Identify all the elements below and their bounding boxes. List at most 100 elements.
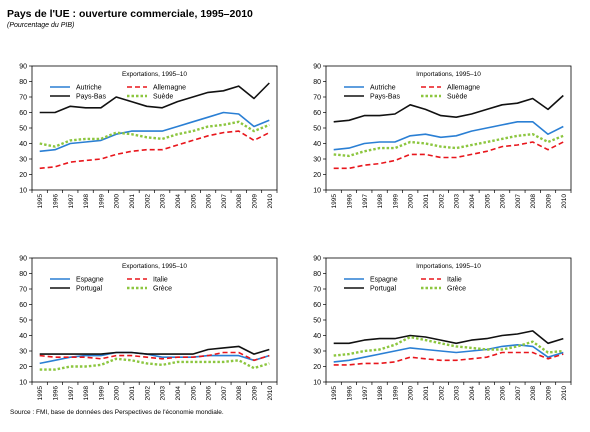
- x-tick-label-1995: 1995: [331, 194, 338, 209]
- x-tick-label-1996: 1996: [346, 386, 353, 401]
- series-line-suède: [39, 120, 270, 148]
- x-tick-label-1997: 1997: [362, 386, 369, 401]
- y-tick-label-60: 60: [19, 110, 27, 117]
- y-tick-label-60: 60: [313, 110, 321, 117]
- x-tick-label-2001: 2001: [129, 386, 136, 401]
- chart-title: Importations, 1995–10: [416, 71, 481, 78]
- legend-label-allemagne: Allemagne: [447, 85, 480, 92]
- x-tick-label-2004: 2004: [175, 386, 182, 401]
- series-line-grèce: [39, 357, 270, 371]
- x-tick-label-2010: 2010: [267, 194, 274, 209]
- x-tick-label-2008: 2008: [236, 386, 243, 401]
- x-tick-label-2007: 2007: [221, 194, 228, 209]
- chart-panel-imports-top: Importations, 1995–10 10 20 30 40 50 60 70 80 90 1…: [294, 40, 590, 240]
- x-tick-label-2009: 2009: [252, 194, 259, 209]
- legend-label-italie: Italie: [447, 277, 462, 284]
- x-tick-label-1999: 1999: [392, 194, 399, 209]
- y-tick-label-40: 40: [313, 333, 321, 340]
- x-tick-label-2009: 2009: [546, 386, 553, 401]
- x-tick-label-2003: 2003: [454, 194, 461, 209]
- figure-title: Pays de l'UE : ouverture commerciale, 19…: [7, 8, 253, 20]
- series-line-espagne: [333, 344, 564, 363]
- figure-subtitle: (Pourcentage du PIB): [7, 22, 75, 29]
- legend-label-pays-bas: Pays-Bas: [76, 94, 106, 101]
- x-tick-label-1996: 1996: [52, 194, 59, 209]
- x-tick-label-2001: 2001: [423, 386, 430, 401]
- x-tick-label-2006: 2006: [206, 194, 213, 209]
- y-tick-label-50: 50: [313, 126, 321, 133]
- legend-label-pays-bas: Pays-Bas: [370, 94, 400, 101]
- x-tick-label-2003: 2003: [160, 194, 167, 209]
- y-tick-label-80: 80: [313, 271, 321, 278]
- series-line-autriche: [333, 121, 564, 151]
- x-tick-label-2005: 2005: [484, 386, 491, 401]
- y-tick-label-70: 70: [19, 95, 27, 102]
- legend-label-portugal: Portugal: [370, 286, 397, 293]
- legend-label-grèce: Grèce: [153, 286, 172, 293]
- series-line-pays-bas: [333, 94, 564, 123]
- y-tick-label-70: 70: [19, 287, 27, 294]
- series-line-autriche: [39, 111, 270, 153]
- series-line-portugal: [39, 345, 270, 355]
- figure-source: Source : FMI, base de données des Perspe…: [10, 409, 224, 416]
- x-tick-label-2001: 2001: [129, 194, 136, 209]
- series-line-portugal: [333, 330, 564, 345]
- x-tick-label-2005: 2005: [190, 386, 197, 401]
- x-tick-label-2003: 2003: [454, 386, 461, 401]
- y-tick-label-80: 80: [313, 79, 321, 86]
- chart-title: Exportations, 1995–10: [122, 71, 187, 78]
- x-tick-label-2004: 2004: [469, 386, 476, 401]
- x-tick-label-1997: 1997: [362, 194, 369, 209]
- x-tick-label-2006: 2006: [500, 194, 507, 209]
- x-tick-label-1998: 1998: [377, 194, 384, 209]
- legend-label-autriche: Autriche: [370, 85, 396, 92]
- line-chart-exports-top: Exportations, 1995–10 10 20 30 40 50 60 70 80 90 1…: [19, 64, 278, 209]
- chart-title: Exportations, 1995–10: [122, 263, 187, 270]
- x-tick-label-2009: 2009: [252, 386, 259, 401]
- chart-panel-imports-bottom: Importations, 1995–10 10 20 30 40 50 60 70 80 90 1…: [294, 232, 590, 432]
- x-tick-label-1996: 1996: [52, 386, 59, 401]
- x-tick-label-2000: 2000: [114, 194, 121, 209]
- y-tick-label-30: 30: [313, 349, 321, 356]
- plot-area: [325, 65, 572, 191]
- line-chart-imports-top: Importations, 1995–10 10 20 30 40 50 60 70 80 90 1…: [313, 64, 572, 209]
- legend-label-suède: Suède: [153, 94, 173, 101]
- series-line-allemagne: [333, 141, 564, 170]
- y-tick-label-80: 80: [19, 271, 27, 278]
- y-tick-label-20: 20: [313, 172, 321, 179]
- x-tick-label-2007: 2007: [515, 386, 522, 401]
- x-tick-label-1998: 1998: [377, 386, 384, 401]
- x-tick-label-2002: 2002: [144, 194, 151, 209]
- x-tick-label-2007: 2007: [221, 386, 228, 401]
- legend-label-espagne: Espagne: [370, 277, 398, 284]
- y-tick-label-30: 30: [19, 157, 27, 164]
- y-tick-label-50: 50: [313, 318, 321, 325]
- x-tick-label-2000: 2000: [408, 386, 415, 401]
- y-tick-label-10: 10: [19, 380, 27, 387]
- y-tick-label-20: 20: [19, 172, 27, 179]
- y-tick-label-30: 30: [19, 349, 27, 356]
- series-line-allemagne: [39, 130, 270, 170]
- x-tick-label-2002: 2002: [144, 386, 151, 401]
- y-tick-label-10: 10: [313, 188, 321, 195]
- x-tick-label-2009: 2009: [546, 194, 553, 209]
- y-tick-label-90: 90: [313, 256, 321, 263]
- legend-label-espagne: Espagne: [76, 277, 104, 284]
- legend-label-portugal: Portugal: [76, 286, 103, 293]
- x-tick-label-2002: 2002: [438, 386, 445, 401]
- x-tick-label-1999: 1999: [98, 194, 105, 209]
- x-tick-label-2008: 2008: [236, 194, 243, 209]
- y-tick-label-50: 50: [19, 126, 27, 133]
- chart-panel-exports-top: Exportations, 1995–10 10 20 30 40 50 60 70 80 90 1…: [0, 40, 296, 240]
- y-tick-label-90: 90: [19, 256, 27, 263]
- y-tick-label-60: 60: [19, 302, 27, 309]
- x-tick-label-1999: 1999: [98, 386, 105, 401]
- series-line-italie: [39, 351, 270, 362]
- plot-area: [325, 257, 572, 383]
- x-tick-label-2004: 2004: [175, 194, 182, 209]
- legend-label-italie: Italie: [153, 277, 168, 284]
- x-tick-label-2001: 2001: [423, 194, 430, 209]
- x-tick-label-2007: 2007: [515, 194, 522, 209]
- y-tick-label-40: 40: [313, 141, 321, 148]
- x-tick-label-1996: 1996: [346, 194, 353, 209]
